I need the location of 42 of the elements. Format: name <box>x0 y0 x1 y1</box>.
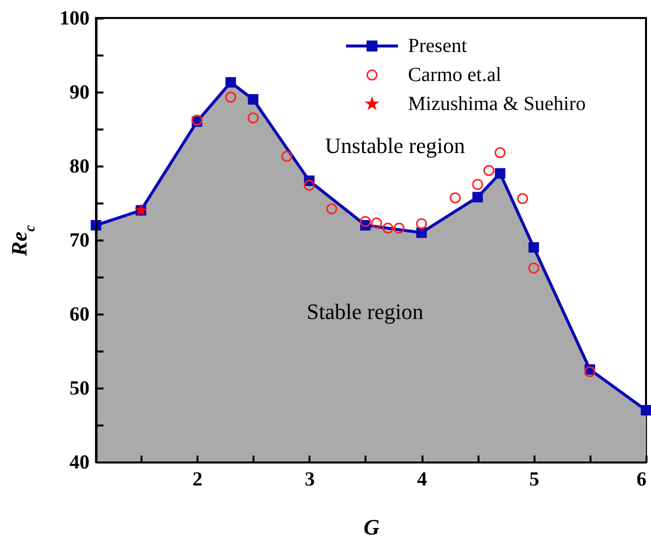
legend-label: Present <box>408 35 468 57</box>
y-tick-label: 80 <box>70 156 90 178</box>
x-tick-label: 2 <box>192 468 203 490</box>
point <box>640 404 651 416</box>
point <box>248 94 258 105</box>
annotation: Stable region <box>306 299 424 324</box>
point <box>326 203 338 214</box>
y-tick-label: 90 <box>70 82 90 104</box>
point <box>528 242 539 253</box>
point <box>248 112 259 124</box>
x-tick-label: 4 <box>417 468 428 490</box>
point <box>281 150 292 162</box>
legend-label: Mizushima & Suehiro <box>408 93 586 115</box>
point <box>528 262 540 274</box>
point <box>382 222 394 234</box>
point <box>416 218 428 230</box>
point <box>517 193 528 204</box>
point <box>584 366 596 378</box>
y-tick-label: 70 <box>70 230 90 252</box>
point <box>394 222 405 234</box>
point <box>304 180 315 191</box>
y-tick-label: 100 <box>60 8 90 30</box>
point <box>472 192 483 202</box>
point <box>225 92 236 103</box>
point <box>416 227 427 238</box>
point <box>483 164 494 176</box>
x-tick-label: 5 <box>529 468 540 490</box>
x-axis-title: G <box>364 514 380 540</box>
legend-label: Carmo et.al <box>408 64 502 86</box>
point <box>472 179 484 190</box>
y-tick-label: 40 <box>70 452 90 474</box>
y-tick-label: 60 <box>70 304 90 326</box>
y-tick-label: 50 <box>70 378 90 400</box>
point <box>225 77 236 88</box>
annotation: Unstable region <box>325 133 465 158</box>
point <box>450 192 461 204</box>
x-tick-label: 6 <box>636 468 646 490</box>
point <box>360 216 371 227</box>
point <box>494 168 506 179</box>
x-tick-label: 3 <box>304 468 315 490</box>
point <box>494 147 506 158</box>
point <box>371 217 382 228</box>
